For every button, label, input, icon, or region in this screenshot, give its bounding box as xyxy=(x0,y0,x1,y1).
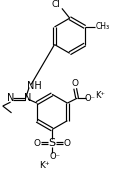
Text: O⁻: O⁻ xyxy=(84,94,95,103)
Text: CH₃: CH₃ xyxy=(95,22,109,31)
Text: N: N xyxy=(24,93,32,103)
Text: K⁺: K⁺ xyxy=(95,91,105,100)
Text: K⁺: K⁺ xyxy=(39,161,49,170)
Text: N: N xyxy=(7,93,14,103)
Text: O: O xyxy=(71,79,78,88)
Text: NH: NH xyxy=(26,81,41,91)
Text: S: S xyxy=(48,138,55,148)
Text: Cl: Cl xyxy=(51,0,60,9)
Text: O⁻: O⁻ xyxy=(49,152,60,161)
Text: O: O xyxy=(34,139,41,148)
Text: O: O xyxy=(63,139,70,148)
